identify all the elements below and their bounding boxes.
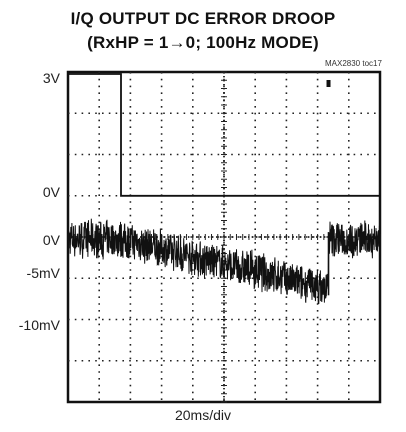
y-label-3v: 3V: [42, 70, 60, 86]
traces: [67, 73, 381, 305]
y-label-0v-upper: 0V: [42, 184, 60, 200]
trigger-marker: [326, 80, 331, 87]
figure-tag: MAX2830 toc17: [325, 59, 382, 68]
y-label-minus5mv: -5mV: [26, 265, 60, 281]
y-label-0v-lower: 0V: [42, 232, 60, 248]
x-axis-label: 20ms/div: [174, 407, 232, 423]
chart-subtitle: (RxHP = 1→0; 100Hz MODE): [87, 33, 319, 52]
y-label-minus10mv: -10mV: [18, 317, 60, 333]
chart-title: I/Q OUTPUT DC ERROR DROOP: [70, 9, 336, 28]
series-rxhp-control: [68, 73, 380, 197]
